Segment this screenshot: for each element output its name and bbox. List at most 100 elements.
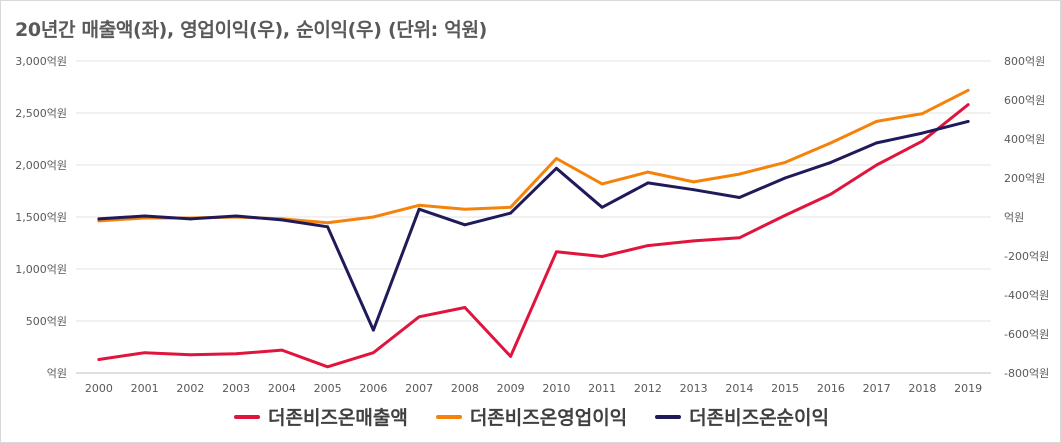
data-point: [509, 211, 513, 215]
legend-item: 더존비즈온순이익: [655, 403, 829, 430]
legend-label: 더존비즈온영업이익: [469, 407, 628, 429]
x-tick-label: 2010: [542, 382, 570, 395]
legend-swatch: [435, 414, 462, 419]
data-point: [920, 139, 924, 143]
data-point: [371, 351, 375, 355]
series-line-1: [97, 103, 970, 369]
data-point: [188, 353, 192, 357]
data-point: [692, 180, 696, 184]
data-point: [97, 358, 101, 361]
x-tick-label: 2012: [634, 382, 662, 395]
x-tick-label: 2000: [85, 382, 113, 395]
data-point: [600, 205, 604, 209]
y-left-tick-label: 3,000억원: [15, 55, 67, 68]
data-point: [463, 306, 467, 309]
y-left-tick-label: 1,000억원: [15, 263, 67, 276]
data-point: [234, 214, 238, 218]
x-tick-label: 2013: [680, 382, 708, 395]
data-point: [875, 141, 879, 145]
data-point: [646, 170, 650, 174]
x-tick-label: 2008: [451, 382, 479, 395]
legend-item: 더존비즈온매출액: [233, 403, 408, 430]
x-tick-label: 2003: [222, 382, 250, 395]
data-point: [554, 166, 558, 170]
data-point: [280, 218, 284, 222]
data-point: [509, 205, 513, 209]
data-point: [143, 351, 147, 355]
x-tick-label: 2002: [176, 382, 204, 395]
data-point: [783, 161, 787, 164]
legend-label: 더존비즈온매출액: [267, 407, 408, 429]
data-point: [829, 192, 833, 196]
legend-swatch: [655, 414, 682, 419]
data-point: [463, 223, 467, 227]
y-left-tick-label: 1,500억원: [15, 211, 67, 224]
y-right-tick-label: 400억원: [1004, 133, 1045, 146]
data-point: [600, 255, 604, 258]
data-point: [920, 112, 924, 116]
y-left-tick-label: 2,000억원: [15, 159, 67, 172]
data-point: [280, 348, 284, 352]
legend-item: 더존비즈온영업이익: [435, 403, 628, 430]
data-point: [326, 225, 330, 229]
x-tick-label: 2007: [405, 382, 433, 395]
legend-label: 더존비즈온순이익: [689, 407, 829, 429]
data-point: [920, 131, 924, 135]
y-right-tick-label: 억원: [1004, 211, 1024, 224]
y-right-tick-label: -600억원: [1004, 328, 1049, 341]
data-point: [417, 315, 421, 319]
legend-swatch: [233, 414, 260, 419]
chart-title: 20년간 매출액(좌), 영업이익(우), 순이익(우) (단위: 억원): [15, 19, 488, 41]
data-point: [417, 207, 421, 211]
x-tick-label: 2009: [497, 382, 525, 395]
x-tick-label: 2004: [268, 382, 296, 395]
data-point: [97, 217, 101, 221]
data-point: [554, 250, 558, 254]
data-point: [326, 365, 330, 369]
series-line-3: [97, 119, 970, 332]
y-right-tick-label: -800억원: [1004, 367, 1049, 380]
data-point: [783, 176, 787, 180]
x-tick-label: 2011: [588, 382, 616, 395]
data-point: [188, 217, 192, 221]
y-right-tick-label: 800억원: [1004, 55, 1045, 68]
x-tick-label: 2017: [863, 382, 891, 395]
data-point: [875, 120, 879, 123]
x-tick-label: 2006: [359, 382, 387, 395]
x-tick-label: 2015: [771, 382, 799, 395]
data-point: [737, 172, 741, 176]
data-point: [966, 120, 970, 123]
data-point: [829, 161, 833, 164]
y-right-tick-label: -400억원: [1004, 289, 1049, 302]
data-point: [692, 188, 696, 192]
data-point: [783, 214, 787, 217]
series-line-2: [97, 88, 970, 225]
x-tick-label: 2005: [314, 382, 342, 395]
x-tick-label: 2018: [908, 382, 936, 395]
data-point: [692, 239, 696, 243]
data-point: [829, 141, 833, 145]
data-point: [417, 203, 421, 207]
data-point: [463, 207, 467, 211]
y-left-tick-label: 2,500억원: [15, 107, 67, 120]
data-point: [143, 214, 147, 218]
chart-legend: 더존비즈온매출액 더존비즈온영업이익 더존비즈온순이익: [1, 403, 1061, 430]
data-point: [737, 196, 741, 199]
data-point: [737, 236, 741, 240]
data-point: [875, 163, 879, 167]
data-point: [371, 328, 375, 332]
x-tick-label: 2001: [131, 382, 159, 395]
data-point: [554, 157, 558, 160]
x-tick-label: 2019: [954, 382, 982, 395]
x-tick-label: 2016: [817, 382, 845, 395]
data-point: [371, 215, 375, 219]
data-point: [646, 181, 650, 185]
data-point: [646, 244, 650, 248]
data-point: [966, 88, 970, 92]
x-tick-label: 2014: [725, 382, 753, 395]
y-right-tick-label: -200억원: [1004, 250, 1049, 263]
y-left-tick-label: 500억원: [26, 315, 67, 328]
data-point: [509, 354, 513, 358]
